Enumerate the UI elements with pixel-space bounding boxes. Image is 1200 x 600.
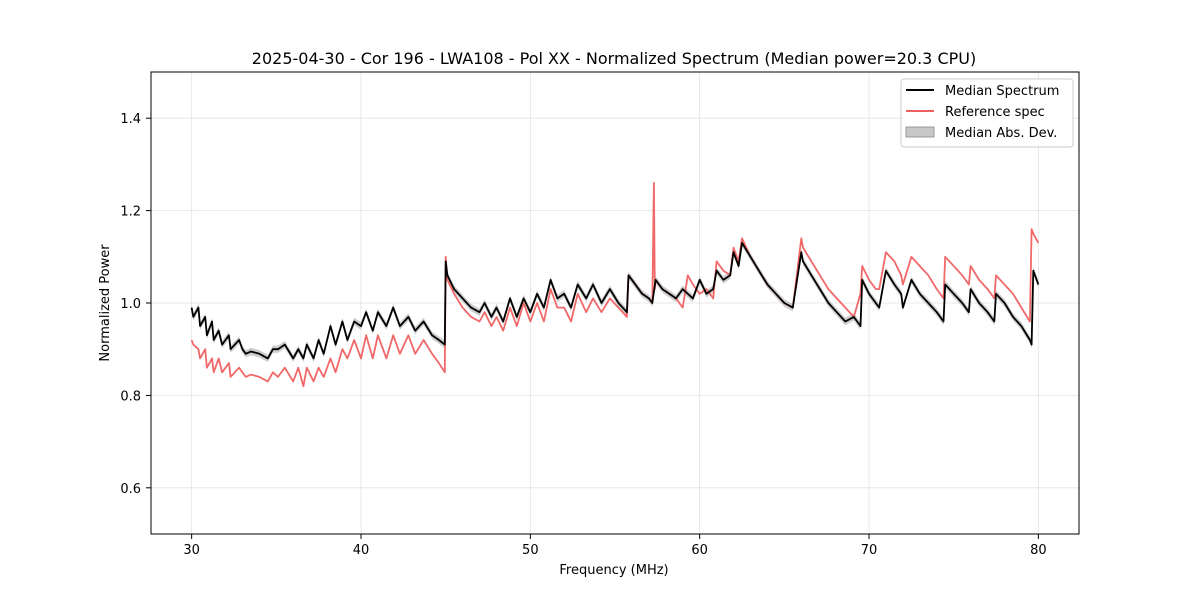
y-axis-label: Normalized Power	[98, 244, 113, 362]
reference-spec-line	[190, 181, 1040, 388]
y-tick-label: 1.2	[120, 205, 141, 220]
x-tick-label: 70	[861, 543, 878, 558]
legend-label-mad: Median Abs. Dev.	[945, 126, 1057, 141]
x-axis-label: Frequency (MHz)	[559, 563, 668, 578]
chart-title: 2025-04-30 - Cor 196 - LWA108 - Pol XX -…	[252, 49, 976, 68]
y-tick-label: 1.4	[120, 112, 141, 127]
series-lines-layer	[190, 181, 1040, 388]
x-axis-ticks: 30 40 50 60 70 80	[183, 534, 1047, 558]
legend-swatch-mad	[905, 126, 935, 138]
legend-box	[900, 78, 1074, 148]
x-tick-label: 40	[353, 543, 370, 558]
y-tick-label: 0.6	[120, 482, 141, 497]
y-axis-ticks: 0.6 0.8 1.0 1.2 1.4	[120, 112, 151, 497]
legend: Median Spectrum Reference spec Median Ab…	[900, 78, 1074, 148]
x-tick-label: 60	[691, 543, 708, 558]
y-tick-label: 1.0	[120, 297, 141, 312]
x-tick-label: 30	[183, 543, 200, 558]
y-tick-label: 0.8	[120, 389, 141, 404]
legend-label-reference: Reference spec	[945, 105, 1045, 120]
mad-band-layer	[191, 239, 1039, 363]
median-spectrum-line	[190, 241, 1040, 360]
mad-band	[191, 239, 1039, 363]
x-tick-label: 50	[522, 543, 539, 558]
legend-label-median: Median Spectrum	[945, 84, 1059, 99]
x-tick-label: 80	[1030, 543, 1047, 558]
